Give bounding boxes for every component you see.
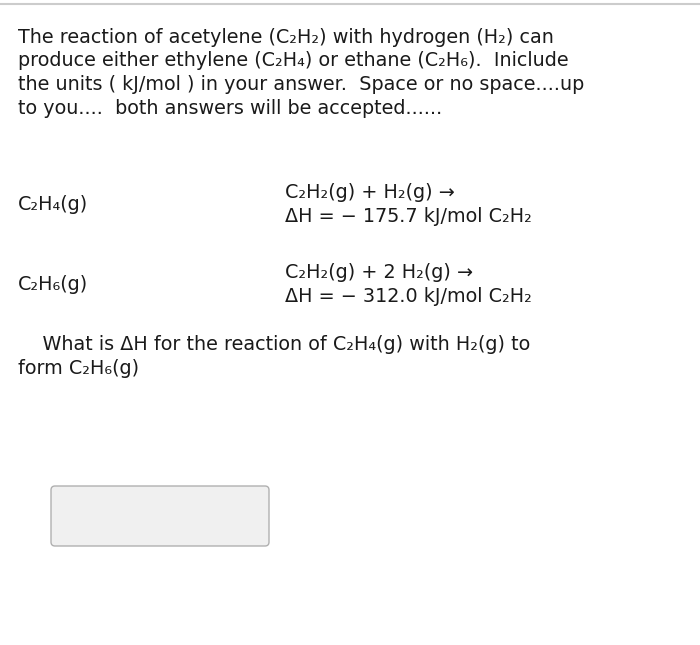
- Text: to you....  both answers will be accepted......: to you.... both answers will be accepted…: [18, 99, 442, 117]
- Text: form C₂H₆(g): form C₂H₆(g): [18, 359, 139, 378]
- Text: C₂H₂(g) + H₂(g) →: C₂H₂(g) + H₂(g) →: [285, 183, 455, 202]
- Text: C₂H₄(g): C₂H₄(g): [18, 195, 88, 214]
- Text: the units ( kJ/mol ) in your answer.  Space or no space....up: the units ( kJ/mol ) in your answer. Spa…: [18, 75, 584, 94]
- Text: produce either ethylene (C₂H₄) or ethane (C₂H₆).  Iniclude: produce either ethylene (C₂H₄) or ethane…: [18, 52, 568, 70]
- Text: ΔH = − 312.0 kJ/mol C₂H₂: ΔH = − 312.0 kJ/mol C₂H₂: [285, 287, 532, 306]
- Text: ΔH = − 175.7 kJ/mol C₂H₂: ΔH = − 175.7 kJ/mol C₂H₂: [285, 207, 532, 226]
- Text: The reaction of acetylene (C₂H₂) with hydrogen (H₂) can: The reaction of acetylene (C₂H₂) with hy…: [18, 28, 554, 47]
- Text: C₂H₆(g): C₂H₆(g): [18, 275, 88, 294]
- FancyBboxPatch shape: [51, 486, 269, 546]
- Text: C₂H₂(g) + 2 H₂(g) →: C₂H₂(g) + 2 H₂(g) →: [285, 263, 473, 282]
- Text: What is ΔH for the reaction of C₂H₄(g) with H₂(g) to: What is ΔH for the reaction of C₂H₄(g) w…: [18, 335, 531, 354]
